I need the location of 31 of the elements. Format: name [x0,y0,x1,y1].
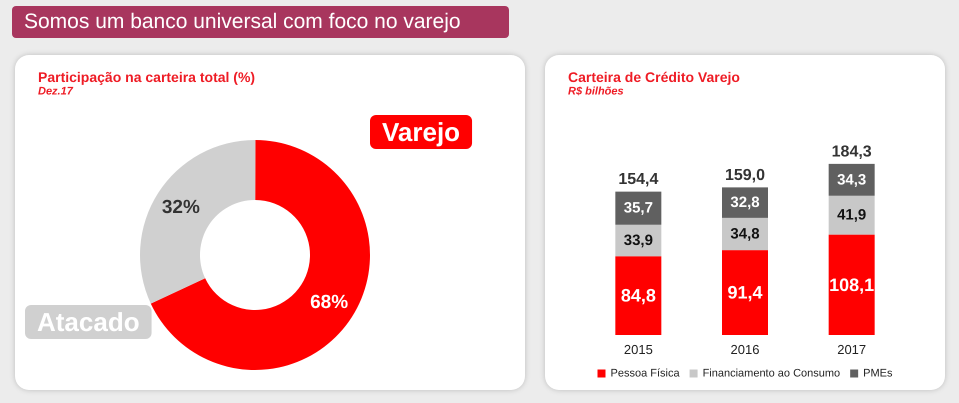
bar [722,250,768,335]
data-label: 32% [162,197,200,218]
bar [615,192,662,225]
data-label: 84,8 [620,286,656,306]
total-label: 154,4 [618,171,658,188]
data-label: 41,9 [837,206,866,224]
data-label: 108,1 [829,274,874,295]
legend-label: PMEs [863,368,893,380]
data-label: 34,8 [730,225,760,242]
data-label: 34,3 [837,171,866,188]
total-label: 159,0 [724,166,766,184]
x-tick-label: 2016 [730,342,760,357]
bar [615,256,662,335]
x-tick-label: 2017 [837,342,866,357]
legend-label: Financiamento ao Consumo [702,368,840,380]
total-label: 184,3 [832,143,872,160]
chart-title: Participação na carteira total (%) [38,69,256,85]
x-tick-label: 2015 [624,342,653,357]
chart-title: Carteira de Crédito Varejo [568,69,740,85]
chart-subtitle: R$ bilhões [568,86,624,98]
chart-subtitle: Dez.17 [38,86,74,98]
data-label: 35,7 [624,200,653,217]
data-label: 32,8 [730,194,760,212]
bar [828,196,875,235]
data-label: 33,9 [624,232,653,250]
data-label: 91,4 [727,282,763,303]
bar [828,234,875,335]
text: Somos um banco universal com foco no varejo [12,6,509,38]
data-label: 68% [310,292,348,313]
slice-label: Varejo [382,117,460,147]
legend-label: Pessoa Física [610,368,680,380]
